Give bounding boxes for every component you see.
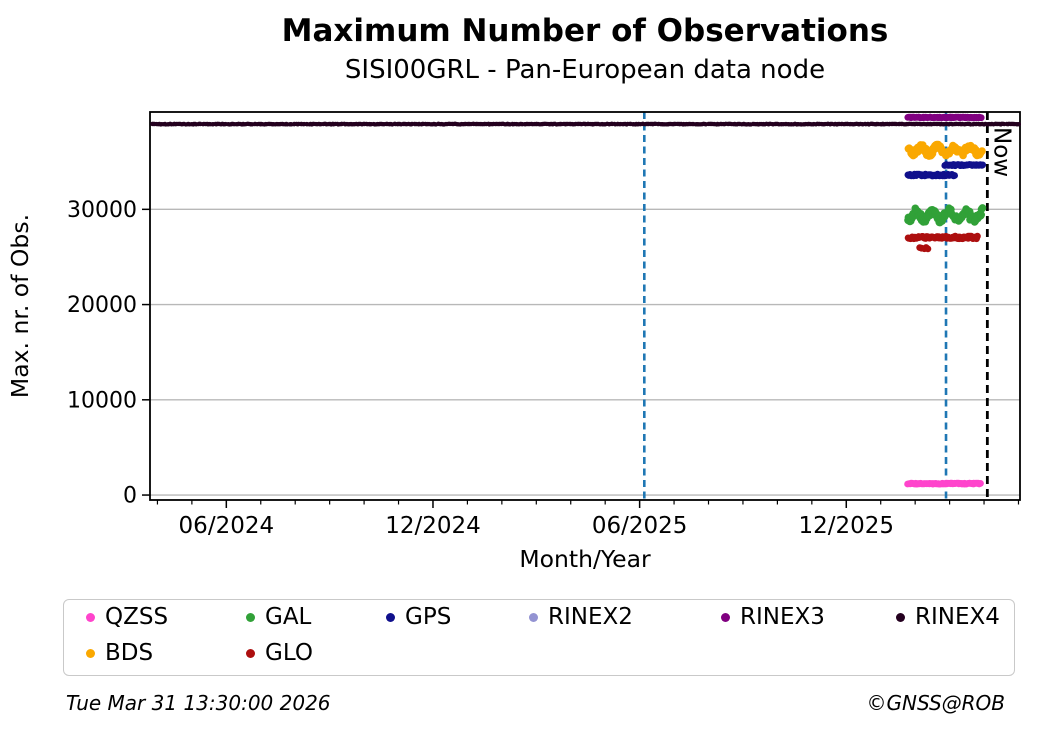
legend-label: GPS bbox=[405, 604, 452, 630]
rinex2-dot-icon bbox=[529, 613, 538, 622]
y-tick-label: 30000 bbox=[67, 198, 137, 223]
y-axis-label: Max. nr. of Obs. bbox=[6, 214, 34, 398]
point bbox=[978, 147, 986, 155]
x-tick-label: 06/2024 bbox=[179, 513, 275, 539]
legend-item-gal: GAL bbox=[246, 606, 311, 629]
point bbox=[979, 161, 987, 169]
bds-dot-icon bbox=[86, 649, 95, 658]
legend-item-rinex3: RINEX3 bbox=[721, 606, 825, 629]
legend-item-rinex4: RINEX4 bbox=[896, 606, 1000, 629]
legend-label: RINEX2 bbox=[548, 604, 633, 630]
point bbox=[974, 232, 981, 240]
legend: QZSS GAL GPS RINEX2 RINEX3 RINEX4 BDS GLO bbox=[63, 599, 1015, 676]
legend-item-gps: GPS bbox=[386, 606, 451, 629]
point bbox=[978, 204, 987, 212]
legend-item-bds: BDS bbox=[86, 642, 153, 665]
y-tick-label: 20000 bbox=[67, 293, 137, 318]
now-label: Now bbox=[988, 127, 1014, 177]
footer-timestamp: Tue Mar 31 13:30:00 2026 bbox=[66, 691, 331, 715]
series-gps bbox=[904, 161, 987, 180]
rinex4-dot-icon bbox=[896, 613, 905, 622]
legend-item-glo: GLO bbox=[246, 642, 313, 665]
x-tick-label: 12/2024 bbox=[385, 513, 481, 539]
legend-label: GLO bbox=[265, 640, 313, 666]
gal-dot-icon bbox=[246, 613, 255, 622]
chart-subtitle: SISI00GRL - Pan-European data node bbox=[344, 55, 826, 85]
series-rinex3 bbox=[904, 113, 985, 122]
plot-frame bbox=[149, 111, 1021, 501]
point bbox=[924, 245, 932, 253]
point bbox=[977, 480, 984, 487]
x-tick-label: 06/2025 bbox=[592, 513, 688, 539]
footer-credit: ©GNSS@ROB bbox=[866, 691, 1006, 715]
rinex3-dot-icon bbox=[721, 613, 730, 622]
glo-dot-icon bbox=[246, 649, 255, 658]
legend-item-rinex2: RINEX2 bbox=[529, 606, 633, 629]
y-tick-label: 0 bbox=[123, 484, 137, 509]
series-glo bbox=[904, 232, 981, 253]
legend-label: RINEX3 bbox=[740, 604, 825, 630]
legend-label: QZSS bbox=[105, 604, 169, 630]
gps-dot-icon bbox=[386, 613, 395, 622]
legend-label: GAL bbox=[265, 604, 312, 630]
legend-label: BDS bbox=[105, 640, 154, 666]
series-qzss bbox=[904, 479, 984, 488]
chart-title: Maximum Number of Observations bbox=[281, 13, 889, 49]
y-tick-label: 10000 bbox=[67, 388, 137, 413]
point bbox=[1016, 122, 1021, 127]
x-tick-label: 12/2025 bbox=[799, 513, 895, 539]
series-rinex4 bbox=[150, 121, 1021, 127]
point bbox=[977, 211, 985, 219]
series-bds bbox=[904, 140, 986, 160]
legend-label: RINEX4 bbox=[915, 604, 1000, 630]
legend-item-qzss: QZSS bbox=[86, 606, 168, 629]
point bbox=[951, 172, 958, 179]
qzss-dot-icon bbox=[86, 613, 95, 622]
point bbox=[977, 114, 985, 122]
series-gal bbox=[904, 204, 987, 227]
x-axis-label: Month/Year bbox=[519, 545, 651, 573]
